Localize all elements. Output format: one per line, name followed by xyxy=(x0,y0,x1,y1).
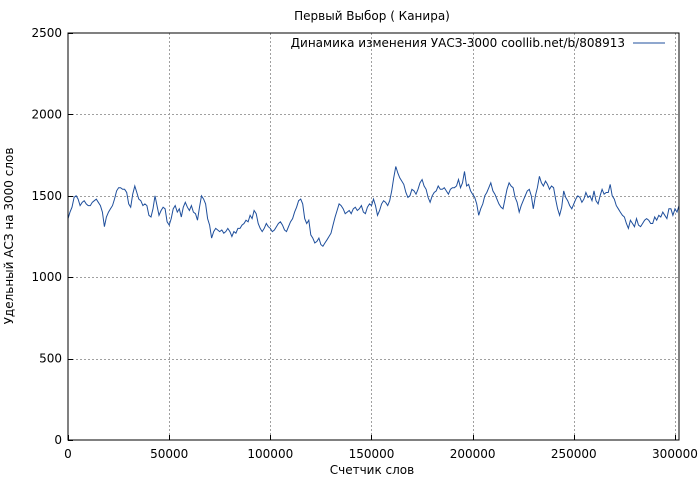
y-tick-label: 2000 xyxy=(31,107,62,121)
x-axis-label: Счетчик слов xyxy=(330,463,414,477)
x-tick-label: 200000 xyxy=(450,447,496,461)
y-tick-label: 1500 xyxy=(31,189,62,203)
y-axis-label: Удельный АСЗ на 3000 слов xyxy=(2,148,16,325)
plot-frame xyxy=(67,32,680,441)
legend: Динамика изменения УАСЗ-3000 coollib.net… xyxy=(291,36,665,50)
x-tick-labels: 0 50000 100000 150000 200000 250000 300000 xyxy=(64,447,698,461)
y-tick-label: 500 xyxy=(39,352,62,366)
legend-series-label: Динамика изменения УАСЗ-3000 coollib.net… xyxy=(291,36,625,50)
y-tick-label: 0 xyxy=(54,433,62,447)
chart-title: Первый Выбор ( Канира) xyxy=(294,9,450,23)
x-tick-label: 300000 xyxy=(652,447,698,461)
y-tick-label: 1000 xyxy=(31,270,62,284)
x-tick-label: 0 xyxy=(64,447,72,461)
series-line xyxy=(67,166,680,248)
series-layer xyxy=(67,166,680,248)
x-tick-label: 150000 xyxy=(349,447,395,461)
y-tick-label: 2500 xyxy=(31,26,62,40)
y-tick-labels: 0 500 1000 1500 2000 2500 xyxy=(31,26,62,447)
x-tick-label: 50000 xyxy=(150,447,188,461)
grid-lines xyxy=(68,33,679,440)
x-tick-label: 100000 xyxy=(247,447,293,461)
x-tick-label: 250000 xyxy=(551,447,597,461)
